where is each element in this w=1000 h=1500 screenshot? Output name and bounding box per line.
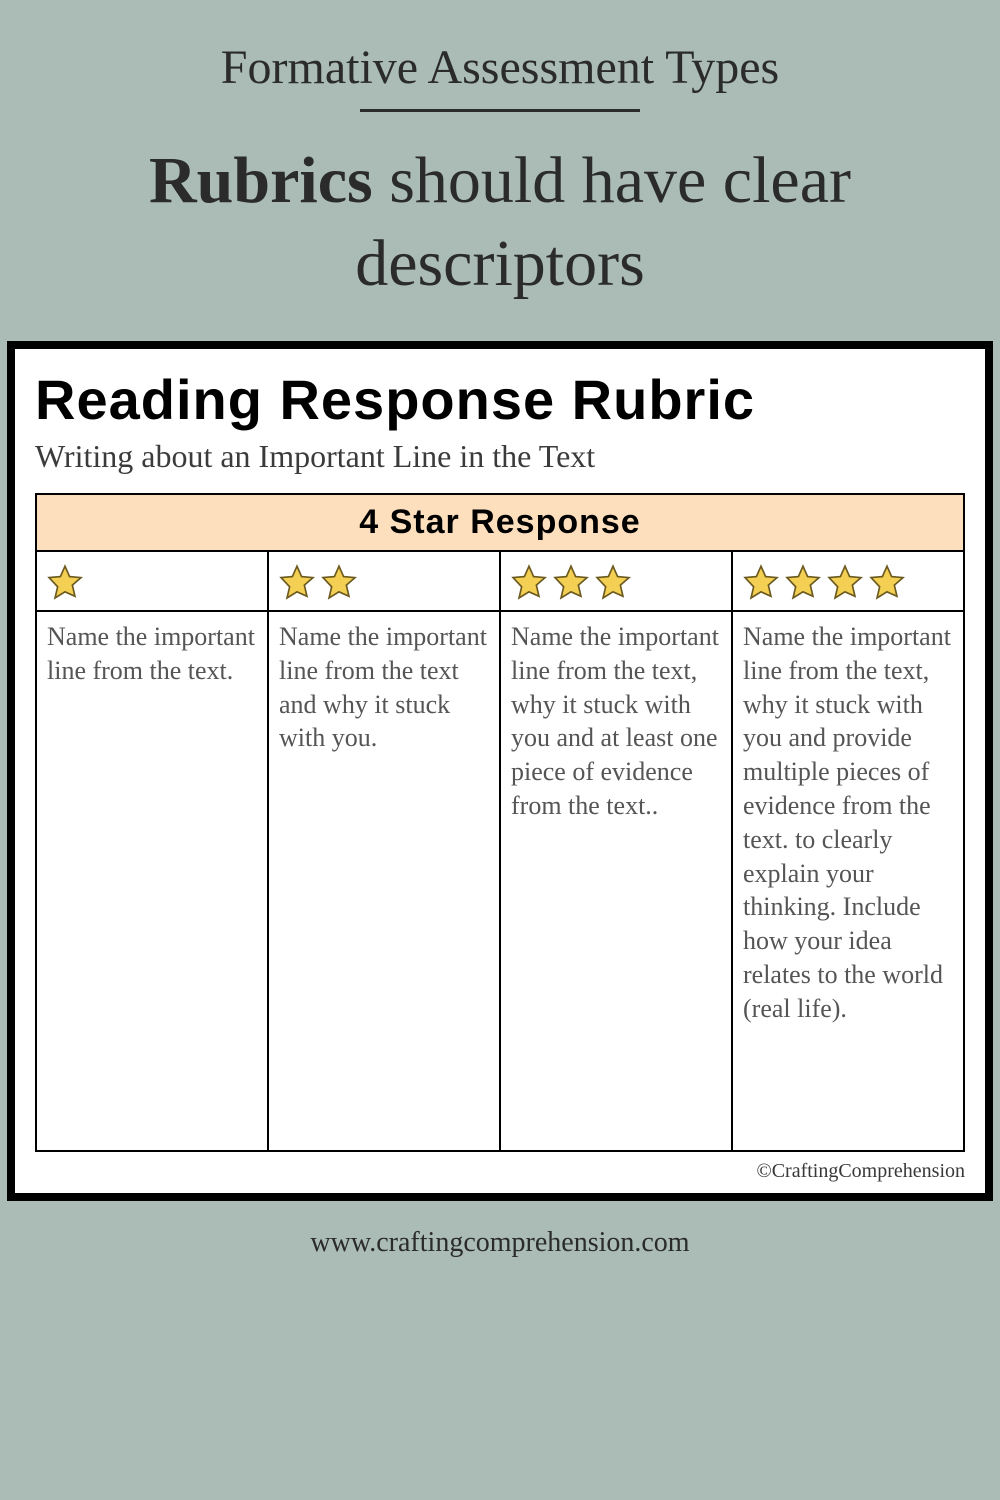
rubric-table: 4 Star Response Name the important line … bbox=[35, 493, 965, 1152]
divider bbox=[360, 109, 640, 112]
footer-url: www.craftingcomprehension.com bbox=[310, 1227, 689, 1259]
overline-title: Formative Assessment Types bbox=[60, 40, 940, 95]
desc-row: Name the important line from the text. N… bbox=[36, 611, 964, 1151]
desc-cell-1: Name the important line from the text. bbox=[36, 611, 268, 1151]
stars-3 bbox=[509, 562, 723, 602]
star-row bbox=[36, 551, 964, 611]
headline: Rubrics should have clear descriptors bbox=[60, 140, 940, 305]
rubric-header-cell: 4 Star Response bbox=[36, 494, 964, 551]
stars-2 bbox=[277, 562, 491, 602]
copyright: ©CraftingComprehension bbox=[35, 1160, 965, 1183]
stars-4 bbox=[741, 562, 955, 602]
headline-bold: Rubrics bbox=[149, 144, 373, 217]
rubric-header-row: 4 Star Response bbox=[36, 494, 964, 551]
rubric-card: Reading Response Rubric Writing about an… bbox=[7, 341, 993, 1201]
star-cell-3 bbox=[500, 551, 732, 611]
rubric-subtitle: Writing about an Important Line in the T… bbox=[35, 438, 965, 475]
desc-cell-2: Name the important line from the text an… bbox=[268, 611, 500, 1151]
desc-cell-4: Name the important line from the text, w… bbox=[732, 611, 964, 1151]
stars-1 bbox=[45, 562, 259, 602]
desc-cell-3: Name the important line from the text, w… bbox=[500, 611, 732, 1151]
star-cell-2 bbox=[268, 551, 500, 611]
star-cell-4 bbox=[732, 551, 964, 611]
star-cell-1 bbox=[36, 551, 268, 611]
header-section: Formative Assessment Types Rubrics shoul… bbox=[0, 0, 1000, 335]
headline-rest: should have clear descriptors bbox=[355, 144, 851, 300]
rubric-title: Reading Response Rubric bbox=[35, 367, 965, 432]
